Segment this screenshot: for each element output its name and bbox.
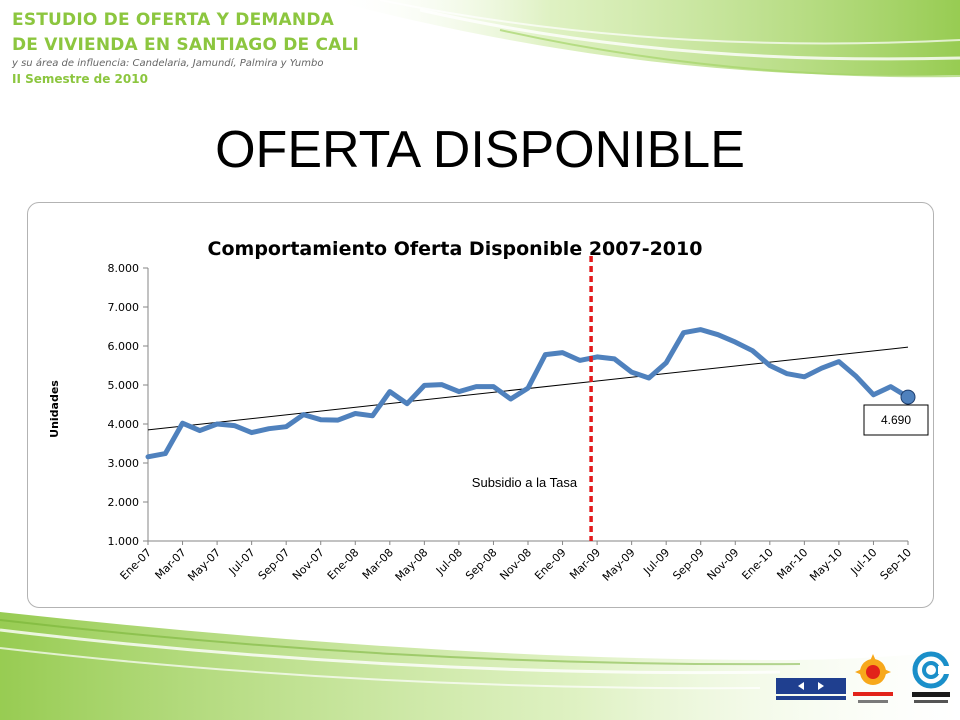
- x-tick-label: Ene-08: [325, 546, 362, 583]
- x-tick-label: Ene-07: [118, 546, 155, 583]
- y-tick-label: 8.000: [108, 262, 140, 275]
- x-tick-label: Jul-08: [433, 546, 465, 578]
- header-subtitle: y su área de influencia: Candelaria, Jam…: [12, 58, 324, 69]
- x-tick-label: May-08: [393, 546, 431, 584]
- subsidio-label: Subsidio a la Tasa: [472, 475, 578, 490]
- x-tick-label: Nov-09: [705, 546, 742, 583]
- x-tick-label: Ene-10: [739, 546, 776, 583]
- x-tick-label: Sep-08: [463, 546, 500, 583]
- y-tick-label: 3.000: [108, 457, 140, 470]
- x-tick-label: Nov-07: [290, 546, 327, 583]
- x-tick-label: Mar-10: [774, 546, 810, 582]
- x-tick-label: May-10: [807, 546, 845, 584]
- x-tick-label: Jul-10: [848, 546, 880, 578]
- header-semester: II Semestre de 2010: [12, 72, 148, 86]
- y-axis-label: Unidades: [48, 380, 61, 438]
- x-tick-label: Sep-07: [256, 546, 293, 583]
- x-tick-label: Jul-07: [226, 546, 258, 578]
- slide-title: OFERTA DISPONIBLE: [215, 121, 745, 179]
- camara-de-comercio-logo: [912, 651, 950, 703]
- last-value-label: 4.690: [881, 413, 911, 427]
- el-valle-nos-toca-logo: [853, 654, 893, 703]
- y-axis: 1.000 2.000 3.000 4.000 5.000 6.000 7.000 8.000: [108, 262, 149, 548]
- x-tick-label: Ene-09: [532, 546, 569, 583]
- bottom-swoosh: [0, 612, 960, 720]
- header-title-line-2: DE VIVIENDA EN SANTIAGO DE CALI: [12, 35, 360, 55]
- chart-title: Comportamiento Oferta Disponible 2007-20…: [208, 238, 703, 260]
- x-tick-label: Mar-07: [153, 546, 189, 582]
- x-tick-label: Mar-09: [567, 546, 603, 582]
- x-tick-label: Mar-08: [360, 546, 396, 582]
- y-tick-label: 6.000: [108, 340, 140, 353]
- camacol-logo: [776, 678, 846, 700]
- y-tick-label: 7.000: [108, 301, 140, 314]
- y-tick-label: 2.000: [108, 496, 140, 509]
- y-tick-label: 5.000: [108, 379, 140, 392]
- y-tick-label: 4.000: [108, 418, 140, 431]
- last-value-box: [863, 404, 929, 436]
- chart-panel: Comportamiento Oferta Disponible 2007-20…: [27, 202, 934, 608]
- top-swoosh: [330, 0, 960, 78]
- series-layer: [145, 327, 911, 460]
- x-tick-label: Jul-09: [640, 546, 672, 578]
- annotation-layer: Subsidio a la Tasa 4.690: [472, 256, 929, 541]
- x-tick-label: May-07: [185, 546, 223, 584]
- y-tick-label: 1.000: [108, 535, 140, 548]
- x-tick-label: Nov-08: [497, 546, 534, 583]
- series-line-oferta: [145, 327, 911, 460]
- x-tick-label: Sep-10: [878, 546, 915, 583]
- last-point-marker: [900, 389, 916, 405]
- x-tick-label: Sep-09: [670, 546, 707, 583]
- x-tick-label: May-09: [600, 546, 638, 584]
- header-title-line-1: ESTUDIO DE OFERTA Y DEMANDA: [12, 10, 334, 30]
- chart-svg: Comportamiento Oferta Disponible 2007-20…: [48, 238, 929, 584]
